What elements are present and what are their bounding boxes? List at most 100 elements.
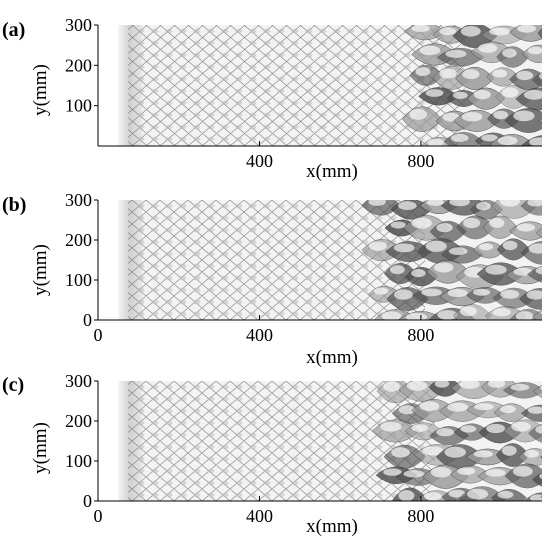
fine-cell-shade	[249, 468, 257, 474]
fine-cell-shade	[347, 52, 355, 58]
fine-cell-shade	[291, 408, 299, 414]
fine-cell-shade	[375, 444, 383, 450]
fine-cell-shade	[277, 456, 285, 462]
large-cell-highlight	[527, 200, 542, 207]
fine-cell-shade	[389, 492, 397, 498]
fine-cell-shade	[165, 384, 173, 390]
fine-cell-shade	[249, 203, 257, 209]
fine-cell-shade	[249, 64, 257, 70]
fine-cell-shade	[347, 384, 355, 390]
fine-cell-shade	[375, 112, 383, 118]
fine-cell-shade	[221, 287, 229, 293]
large-cell-highlight	[474, 403, 494, 411]
fine-cell-shade	[207, 88, 215, 94]
fine-cell-shade	[151, 100, 159, 106]
fine-cell-shade	[277, 88, 285, 94]
fine-cell-shade	[221, 311, 229, 317]
fine-cell-shade	[291, 299, 299, 305]
large-cell-highlight	[434, 262, 454, 273]
fine-cell-shade	[193, 275, 201, 281]
fine-cell-shade	[333, 311, 341, 317]
fine-cell-shade	[333, 40, 341, 46]
fine-cell-shade	[291, 40, 299, 46]
fine-cell-shade	[333, 136, 341, 142]
large-cell-highlight	[541, 310, 542, 315]
large-cell-highlight	[398, 490, 415, 501]
large-cell-highlight	[543, 224, 550, 233]
fine-cell-shade	[347, 76, 355, 82]
large-cell-highlight	[527, 46, 542, 55]
fine-cell-shade	[207, 420, 215, 426]
y-tick-label: 100	[65, 96, 92, 116]
fine-cell-shade	[235, 64, 243, 70]
fine-cell-shade	[207, 251, 215, 257]
fine-cell-shade	[207, 40, 215, 46]
fine-cell-shade	[193, 480, 201, 486]
fine-cell-shade	[263, 136, 271, 142]
fine-cell-shade	[235, 52, 243, 58]
fine-cell-shade	[263, 444, 271, 450]
fine-cell-shade	[151, 432, 159, 438]
fine-cell-shade	[235, 299, 243, 305]
fine-cell-shade	[249, 136, 257, 142]
cell-pattern-a	[118, 25, 542, 146]
fine-cell-shade	[207, 215, 215, 221]
fine-cell-shade	[165, 112, 173, 118]
fine-cell-shade	[179, 432, 187, 438]
fine-cell-shade	[151, 287, 159, 293]
fine-cell-shade	[165, 215, 173, 221]
fine-cell-shade	[263, 52, 271, 58]
fine-cell-shade	[347, 100, 355, 106]
large-cell-highlight	[476, 201, 491, 211]
fine-cell-shade	[375, 480, 383, 486]
large-cell-highlight	[535, 425, 542, 434]
fine-cell-shade	[347, 492, 355, 498]
fine-cell-shade	[235, 287, 243, 293]
fine-cell-shade	[193, 100, 201, 106]
large-cell	[532, 384, 542, 398]
fine-cell-shade	[375, 492, 383, 498]
fine-cell-shade	[249, 88, 257, 94]
fine-cell-shade	[179, 136, 187, 142]
fine-cell-shade	[179, 251, 187, 257]
fine-cell-shade	[361, 64, 369, 70]
fine-cell-shade	[193, 52, 201, 58]
fine-cell-shade	[221, 136, 229, 142]
large-cell	[537, 27, 542, 40]
fine-cell-shade	[305, 76, 313, 82]
fine-cell-shade	[389, 88, 397, 94]
fine-cell-shade	[137, 432, 145, 438]
large-cell-highlight	[411, 424, 429, 432]
fine-cell-shade	[319, 492, 327, 498]
fine-cell-shade	[319, 287, 327, 293]
panel-label: (c)	[2, 374, 24, 396]
fine-cell-shade	[277, 28, 285, 34]
fine-cell-shade	[249, 40, 257, 46]
large-cell-highlight	[411, 269, 426, 278]
large-cell-highlight	[436, 428, 455, 437]
fine-cell-shade	[179, 76, 187, 82]
large-cell-highlight	[445, 49, 467, 58]
fine-cell-shade	[375, 396, 383, 402]
fine-cell-shade	[319, 444, 327, 450]
fine-cell-shade	[347, 124, 355, 130]
fine-cell-shade	[137, 203, 145, 209]
fine-cell-shade	[193, 287, 201, 293]
fine-cell-shade	[249, 492, 257, 498]
fine-cell-shade	[151, 275, 159, 281]
fine-cell-shade	[207, 239, 215, 245]
fine-cell-shade	[319, 263, 327, 269]
fine-cell-shade	[319, 28, 327, 34]
fine-cell-shade	[151, 468, 159, 474]
fine-cell-shade	[179, 311, 187, 317]
fine-cell-shade	[207, 468, 215, 474]
fine-cell-shade	[305, 203, 313, 209]
fine-cell-shade	[333, 456, 341, 462]
fine-cell-shade	[277, 492, 285, 498]
fine-cell-shade	[151, 28, 159, 34]
fine-cell-shade	[277, 100, 285, 106]
fine-cell-shade	[263, 215, 271, 221]
fine-cell-shade	[235, 124, 243, 130]
inlet-band	[118, 381, 142, 501]
fine-cell-shade	[319, 408, 327, 414]
